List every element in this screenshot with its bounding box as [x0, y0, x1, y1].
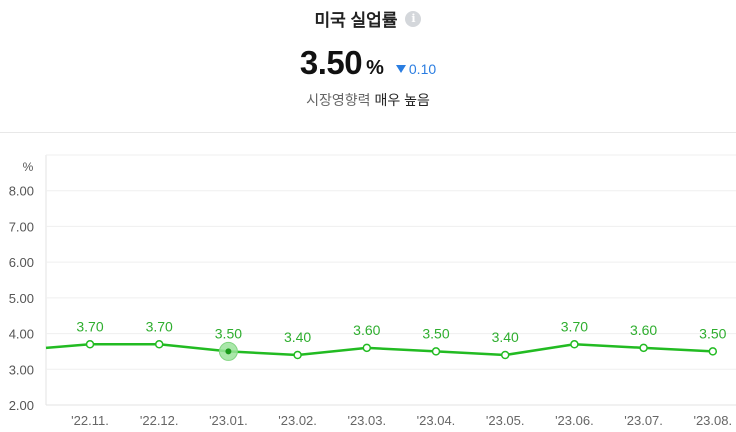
data-point[interactable] [154, 340, 164, 349]
info-icon[interactable]: i [405, 10, 422, 27]
market-impact: 시장영향력 매우 높음 [0, 90, 736, 110]
impact-level: 매우 높음 [374, 92, 430, 108]
y-tick-label: 2.00 [9, 398, 34, 413]
value-row: 3.50 % 0.10 [0, 44, 736, 82]
data-label: 3.40 [284, 329, 311, 345]
data-label: 3.50 [215, 325, 242, 341]
y-axis-label: % [23, 160, 34, 174]
x-tick-label: '23.01. [209, 413, 248, 428]
data-label: 3.70 [146, 318, 173, 334]
data-label: 3.60 [630, 322, 657, 338]
x-tick-label: '23.08. [693, 413, 732, 428]
data-point[interactable] [500, 350, 510, 360]
data-point[interactable] [708, 347, 718, 356]
data-point[interactable] [362, 343, 372, 353]
data-label: 3.40 [492, 329, 519, 345]
x-tick-label: '23.06. [555, 413, 594, 428]
y-tick-label: 6.00 [9, 255, 34, 270]
change-indicator: 0.10 [395, 61, 437, 77]
data-point[interactable] [85, 340, 95, 349]
value-unit: % [366, 57, 384, 79]
x-tick-label: '22.12. [140, 413, 179, 428]
x-tick-label: '23.04. [417, 413, 456, 428]
unemployment-line-chart[interactable]: % 2.00 3.00 4.00 5.00 6.00 7.00 8.00 '22.11. '22.… [0, 133, 736, 432]
data-label: 3.70 [561, 318, 588, 334]
y-tick-label: 7.00 [9, 219, 34, 234]
change-value: 0.10 [408, 61, 437, 77]
data-point[interactable] [639, 343, 648, 353]
data-label: 3.50 [699, 325, 726, 341]
indicator-header: 미국 실업률 i 3.50 % 0.10 시장영향력 매우 높음 [0, 0, 736, 120]
series-line [45, 343, 713, 357]
data-point[interactable] [570, 340, 579, 349]
data-point[interactable] [431, 347, 441, 356]
y-tick-label: 4.00 [9, 327, 34, 342]
x-tick-label: '23.05. [486, 413, 525, 428]
y-tick-label: 3.00 [9, 362, 34, 377]
indicator-title: 미국 실업률 [314, 11, 398, 30]
data-label: 3.70 [76, 318, 103, 334]
divider [0, 132, 736, 133]
data-point[interactable] [293, 350, 302, 360]
data-label: 3.50 [422, 325, 449, 341]
x-tick-label: '23.03. [347, 413, 386, 428]
data-point[interactable] [225, 348, 232, 355]
title-row: 미국 실업률 i [0, 6, 736, 31]
y-tick-label: 8.00 [9, 184, 34, 199]
impact-label: 시장영향력 [306, 92, 371, 108]
x-tick-label: '23.02. [278, 413, 317, 428]
x-tick-label: '22.11. [71, 413, 109, 428]
y-tick-label: 5.00 [9, 291, 34, 306]
current-value: 3.50 [299, 44, 363, 81]
x-tick-label: '23.07. [624, 413, 663, 428]
data-label: 3.60 [353, 322, 380, 338]
down-arrow-icon [395, 65, 406, 73]
